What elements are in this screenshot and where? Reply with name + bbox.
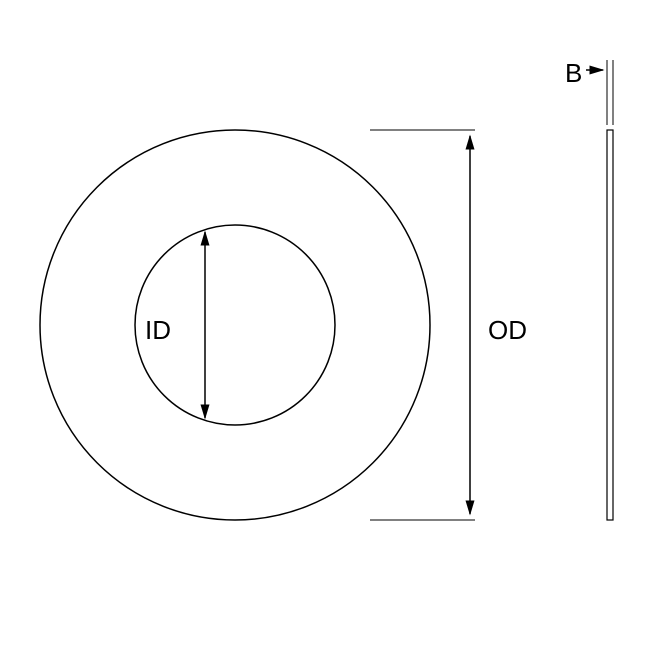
side-view (607, 130, 613, 520)
diagram-svg (0, 0, 670, 670)
outer-circle (40, 130, 430, 520)
washer-diagram: ID OD B (0, 0, 670, 670)
od-label: OD (488, 315, 527, 346)
b-label: B (565, 58, 582, 89)
id-label: ID (145, 315, 171, 346)
